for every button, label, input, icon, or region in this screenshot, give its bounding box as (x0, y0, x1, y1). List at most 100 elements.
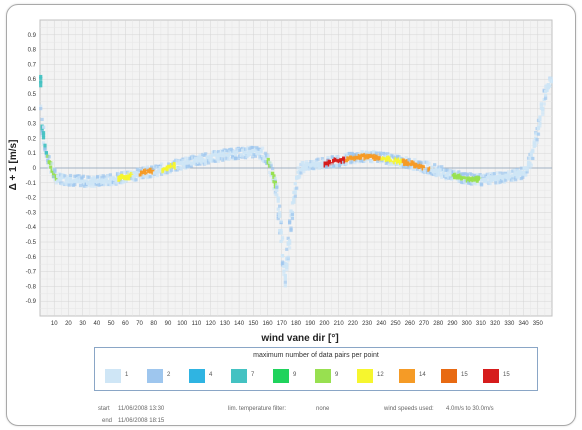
y-tick-label: -0.5 (26, 240, 37, 246)
data-point (528, 165, 532, 170)
legend-label: 14 (419, 372, 426, 378)
data-point (539, 104, 543, 108)
legend-label: 9 (335, 372, 339, 378)
data-point (529, 163, 533, 167)
data-point (326, 158, 330, 162)
data-point (438, 173, 442, 177)
data-point (288, 221, 292, 225)
data-point (87, 184, 91, 188)
data-point (43, 147, 47, 151)
data-point (386, 160, 390, 164)
data-point (359, 154, 363, 158)
data-point (411, 160, 415, 164)
data-point (344, 159, 349, 163)
data-point (488, 181, 492, 186)
data-point (144, 172, 148, 176)
data-point (461, 176, 465, 180)
data-point (498, 180, 502, 184)
data-point (273, 180, 277, 184)
data-point (286, 255, 290, 259)
data-point (266, 154, 270, 158)
data-point (98, 174, 103, 178)
data-point (275, 188, 279, 193)
data-point (398, 160, 403, 164)
data-point (93, 184, 97, 188)
data-point (322, 166, 326, 170)
data-point (387, 155, 391, 159)
data-point (73, 182, 77, 187)
x-tick-label: 40 (94, 321, 101, 327)
start-label: start (98, 406, 110, 412)
legend-label: 15 (461, 372, 468, 378)
data-point (268, 170, 272, 175)
data-point (430, 165, 434, 169)
data-point (433, 163, 437, 167)
x-tick-label: 190 (305, 321, 316, 327)
data-point (475, 179, 479, 183)
data-point (363, 159, 367, 163)
data-point (278, 204, 282, 208)
x-tick-label: 160 (263, 321, 274, 327)
speeds-value: 4.0m/s to 30.0m/s (446, 406, 494, 412)
data-point (260, 146, 265, 150)
data-point (370, 154, 374, 158)
data-point (175, 161, 179, 165)
data-point (263, 151, 268, 155)
x-tick-label: 110 (192, 321, 202, 327)
data-point (96, 174, 100, 179)
data-point (275, 193, 279, 197)
data-point (502, 180, 506, 184)
data-point (278, 213, 282, 218)
y-tick-label: -0.6 (26, 255, 37, 261)
x-tick-label: 100 (177, 321, 188, 327)
data-point (201, 157, 205, 162)
data-point (39, 104, 43, 108)
data-point (285, 265, 289, 269)
x-tick-label: 300 (462, 321, 473, 327)
data-point (286, 258, 290, 262)
data-point (151, 174, 155, 178)
data-point (452, 169, 457, 173)
data-point (140, 170, 144, 174)
legend-swatch (147, 369, 163, 383)
data-point (297, 175, 302, 179)
y-tick-label: 0.5 (28, 92, 37, 98)
legend-label: 1 (125, 372, 129, 378)
data-points (39, 74, 553, 288)
data-point (347, 157, 351, 162)
data-point (256, 150, 260, 154)
data-point (421, 165, 425, 169)
data-point (330, 163, 334, 167)
data-point (77, 175, 81, 180)
data-point (538, 117, 542, 122)
data-point (495, 171, 499, 175)
data-point (536, 132, 541, 136)
legend-label: 12 (377, 372, 384, 378)
data-point (214, 159, 218, 163)
data-point (497, 177, 501, 182)
y-tick-label: -0.2 (26, 196, 37, 202)
data-point (315, 166, 319, 170)
data-point (292, 196, 296, 200)
data-point (280, 235, 285, 239)
data-point (226, 157, 231, 161)
data-point (285, 247, 289, 251)
data-point (283, 277, 287, 281)
data-point (508, 172, 512, 176)
data-point (181, 158, 185, 163)
data-point (41, 136, 46, 140)
data-point (339, 162, 343, 166)
data-point (169, 168, 174, 172)
data-point (379, 152, 383, 156)
data-point (269, 162, 273, 166)
data-point (66, 175, 70, 179)
data-point (538, 115, 542, 119)
data-point (204, 152, 208, 156)
data-point (288, 242, 292, 246)
data-point (383, 156, 387, 160)
data-point (427, 161, 431, 165)
x-tick-label: 180 (291, 321, 302, 327)
data-point (521, 170, 525, 174)
data-point (179, 166, 184, 170)
data-point (494, 178, 498, 182)
